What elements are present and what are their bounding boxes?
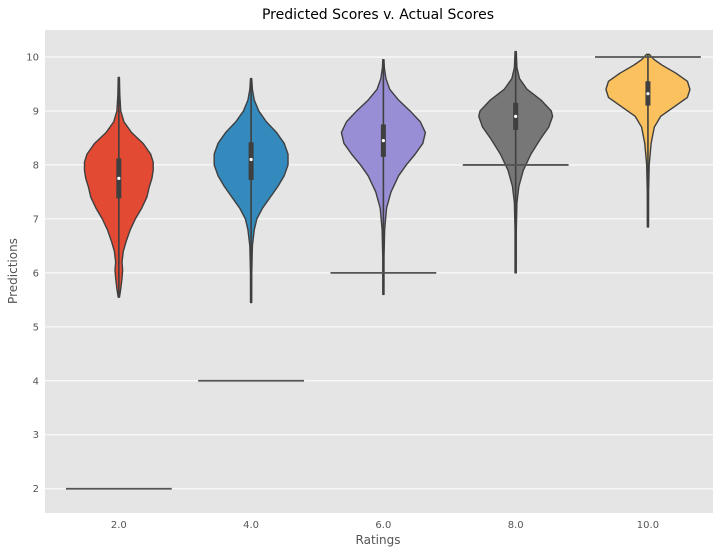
y-tick-label: 2	[33, 484, 39, 495]
violin-median-dot	[249, 157, 253, 162]
violins	[65, 50, 701, 490]
y-axis-label: Predictions	[6, 238, 20, 304]
y-tick-label: 7	[33, 214, 39, 225]
y-tick-label: 5	[33, 322, 39, 333]
x-axis-ticks: 2.0 4.0 6.0 8.0 10.0	[111, 520, 659, 531]
violin-median-dot	[381, 139, 385, 143]
y-tick-label: 6	[33, 268, 39, 279]
violin-iqr-box	[248, 142, 254, 181]
x-tick-label: 8.0	[508, 520, 524, 531]
y-tick-label: 4	[33, 376, 39, 387]
x-tick-label: 4.0	[243, 520, 259, 531]
violin-4.0	[198, 77, 305, 382]
violin-median-dot	[514, 114, 518, 118]
violin-10.0	[595, 53, 701, 228]
x-tick-label: 10.0	[637, 520, 659, 531]
violin-2.0	[65, 76, 172, 490]
x-axis-label: Ratings	[356, 533, 401, 547]
y-tick-label: 8	[33, 160, 39, 171]
y-tick-label: 3	[33, 430, 39, 441]
violin-median-dot	[117, 176, 121, 181]
y-axis-ticks: 2 3 4 5 6 7 8 9 10	[26, 52, 39, 495]
x-tick-label: 6.0	[375, 520, 391, 531]
chart-title: Predicted Scores v. Actual Scores	[262, 7, 494, 23]
violin-6.0	[330, 58, 437, 296]
x-tick-label: 2.0	[111, 520, 127, 531]
violin-median-dot	[646, 92, 650, 96]
y-tick-label: 10	[26, 52, 39, 63]
y-tick-label: 9	[33, 106, 39, 117]
violin-8.0	[462, 50, 569, 274]
